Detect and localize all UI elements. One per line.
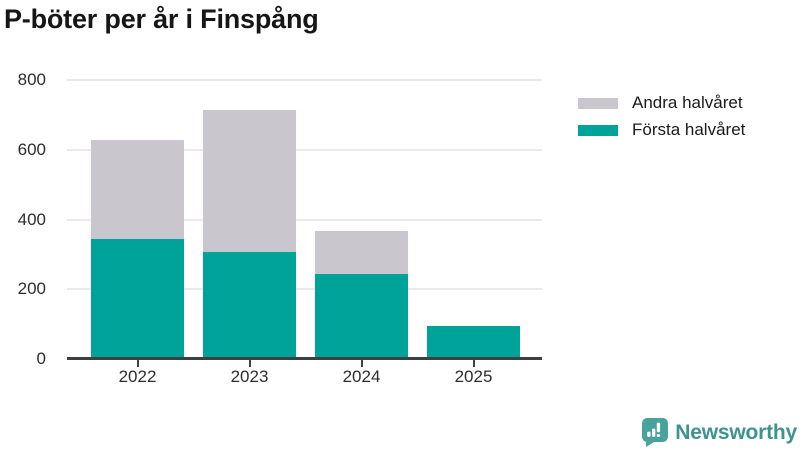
x-axis-label: 2025 (454, 367, 493, 386)
y-axis-label: 400 (17, 209, 46, 229)
bar-2024 (315, 230, 408, 359)
legend-label: Första halvåret (632, 120, 746, 139)
bar-segment (203, 251, 296, 359)
y-axis-label: 200 (17, 279, 46, 299)
bar-segment (315, 273, 408, 359)
y-axis-label: 0 (36, 349, 46, 368)
gridline (67, 218, 542, 221)
gridline (67, 148, 542, 151)
legend-label: Andra halvåret (632, 93, 743, 112)
x-axis-line (67, 357, 542, 360)
legend-item: Andra halvåret (578, 93, 745, 112)
legend-item: Första halvåret (578, 120, 746, 139)
x-axis-tick (472, 360, 475, 367)
bar-segment (315, 230, 408, 274)
x-axis-tick (248, 360, 251, 367)
newsworthy-chart-bubble-icon (642, 418, 669, 447)
bar-2022 (91, 140, 184, 359)
plot-area (67, 79, 542, 359)
x-axis-label: 2022 (118, 367, 157, 386)
bar-segment (91, 140, 184, 239)
newsworthy-wordmark: Newsworthy (675, 420, 797, 444)
bar-segment (427, 325, 520, 359)
x-axis-label: 2024 (342, 367, 381, 386)
bar-segment (203, 109, 296, 252)
legend: Andra halvåret Första halvåret (578, 93, 746, 149)
x-axis-tick (136, 360, 139, 367)
x-axis-tick (360, 360, 363, 367)
bar-2023 (203, 109, 296, 359)
chart-title: P-böter per år i Finspång (4, 4, 319, 34)
gridline (67, 288, 542, 291)
y-axis-label: 600 (17, 139, 46, 159)
legend-swatch (578, 124, 618, 136)
bar-segment (91, 238, 184, 359)
y-axis-label: 800 (17, 70, 46, 89)
newsworthy-logo[interactable]: Newsworthy (640, 418, 797, 447)
gridline (67, 79, 542, 81)
bar-2025 (427, 325, 520, 359)
legend-swatch (578, 97, 618, 109)
x-axis-label: 2023 (230, 367, 269, 386)
